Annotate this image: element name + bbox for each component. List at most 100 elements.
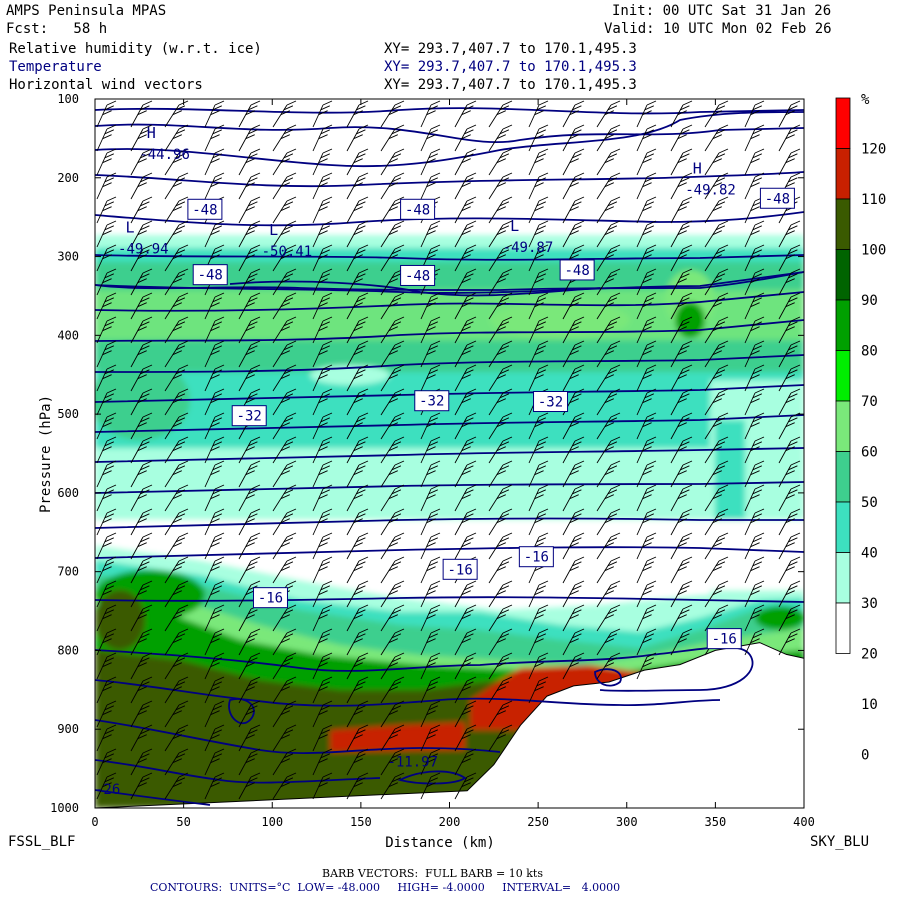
wind-barb <box>272 484 297 512</box>
temperature-label: -48 <box>192 264 228 286</box>
wind-barb <box>488 700 513 728</box>
wind-barb <box>380 412 405 440</box>
y-tick-label: 200 <box>57 171 79 185</box>
wind-barb <box>272 268 297 296</box>
wind-barb <box>636 124 657 152</box>
wind-barb <box>346 388 369 416</box>
wind-barb <box>562 148 585 176</box>
wind-barb <box>528 628 549 656</box>
wind-barb <box>778 316 801 344</box>
wind-barb <box>704 340 729 368</box>
temperature-contour <box>397 770 467 785</box>
valid-time: Valid: 10 UTC Mon 02 Feb 26 <box>604 21 832 37</box>
svg-text:-32: -32 <box>237 409 262 425</box>
wind-barb <box>312 532 333 560</box>
wind-barb <box>562 292 585 320</box>
wind-barb <box>238 556 261 584</box>
wind-barb <box>420 628 441 656</box>
wind-barb <box>96 532 117 560</box>
wind-barb <box>670 244 693 272</box>
wind-barb <box>596 124 621 152</box>
wind-barb <box>488 484 513 512</box>
x-axis-label: Distance (km) <box>385 835 495 851</box>
wind-barb <box>670 100 693 128</box>
wind-barb <box>312 652 333 680</box>
wind-barb <box>204 556 225 584</box>
wind-barb <box>454 700 477 728</box>
wind-barb <box>778 484 801 512</box>
wind-barb <box>130 700 153 728</box>
svg-text:-50.41: -50.41 <box>262 244 313 260</box>
svg-text:L: L <box>126 219 135 237</box>
wind-barb <box>204 100 225 128</box>
svg-text:-26: -26 <box>95 782 120 798</box>
wind-barb <box>346 748 369 776</box>
wind-barb <box>488 364 513 392</box>
field-name-wind: Horizontal wind vectors <box>9 77 203 93</box>
wind-barb <box>130 652 153 680</box>
wind-barb <box>238 508 261 536</box>
colorbar-swatch <box>835 602 851 654</box>
wind-barb <box>312 196 333 224</box>
wind-barb <box>346 244 369 272</box>
temperature-contour <box>95 319 804 342</box>
wind-barb <box>488 508 513 536</box>
wind-barb <box>380 652 405 680</box>
wind-barb <box>778 532 801 560</box>
wind-barb <box>238 652 261 680</box>
wind-barb <box>380 532 405 560</box>
wind-barb <box>596 460 621 488</box>
wind-barb <box>596 364 621 392</box>
wind-barb <box>130 580 153 608</box>
wind-barb <box>562 412 585 440</box>
wind-barb <box>488 556 513 584</box>
wind-barb <box>238 244 261 272</box>
wind-barb <box>454 724 477 752</box>
wind-barb <box>380 484 405 512</box>
wind-barb <box>778 628 801 656</box>
wind-barb <box>164 340 189 368</box>
field-name-rh: Relative humidity (w.r.t. ice) <box>9 41 262 57</box>
wind-barb <box>778 100 801 128</box>
wind-barb <box>454 412 477 440</box>
wind-barb <box>670 388 693 416</box>
wind-barb <box>312 220 333 248</box>
wind-barb <box>744 508 765 536</box>
wind-barb <box>528 220 549 248</box>
wind-barb <box>380 100 405 128</box>
colorbar-swatch <box>835 552 851 604</box>
colorbar-swatch <box>835 400 851 452</box>
wind-barb <box>562 556 585 584</box>
wind-barb <box>96 124 117 152</box>
colorbar-swatch <box>835 97 851 149</box>
wind-barb <box>562 364 585 392</box>
wind-barb <box>380 748 405 776</box>
wind-barb <box>454 676 477 704</box>
wind-barb <box>346 412 369 440</box>
colorbar-level: 100 <box>861 243 886 259</box>
field-xy-wind: XY= 293.7,407.7 to 170.1,495.3 <box>384 77 637 93</box>
wind-barb <box>346 676 369 704</box>
wind-barb <box>238 628 261 656</box>
wind-barb <box>454 100 477 128</box>
wind-barb <box>272 172 297 200</box>
wind-barb <box>528 268 549 296</box>
wind-barb <box>346 532 369 560</box>
wind-barb <box>636 316 657 344</box>
wind-barb <box>96 556 117 584</box>
wind-barb <box>636 532 657 560</box>
wind-barb <box>636 244 657 272</box>
wind-barb <box>778 292 801 320</box>
contour-note: CONTOURS: UNITS=°C LOW= -48.000 HIGH= -4… <box>150 881 621 894</box>
wind-barb <box>164 628 189 656</box>
temperature-contour <box>95 123 804 144</box>
wind-barb <box>164 292 189 320</box>
wind-barb <box>96 412 117 440</box>
wind-barb <box>312 100 333 128</box>
wind-barb <box>238 364 261 392</box>
extremum-label: L -49.87 <box>503 217 554 256</box>
wind-barb <box>164 652 189 680</box>
wind-barb <box>164 724 189 752</box>
wind-barb <box>596 148 621 176</box>
